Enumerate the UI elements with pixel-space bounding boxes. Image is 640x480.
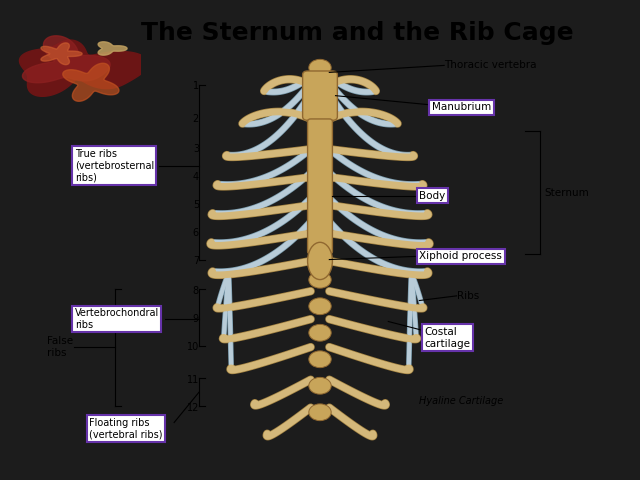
Text: 8: 8 bbox=[193, 286, 199, 296]
Ellipse shape bbox=[309, 139, 331, 156]
Text: 9: 9 bbox=[193, 314, 199, 324]
Ellipse shape bbox=[309, 86, 331, 103]
Text: Floating ribs
(vertebral ribs): Floating ribs (vertebral ribs) bbox=[89, 418, 163, 439]
Text: 6: 6 bbox=[193, 228, 199, 238]
Text: 1: 1 bbox=[193, 81, 199, 91]
Text: Ribs: Ribs bbox=[456, 291, 479, 301]
Text: Vertebrochondral
ribs: Vertebrochondral ribs bbox=[75, 308, 159, 330]
Text: 3: 3 bbox=[193, 144, 199, 154]
Ellipse shape bbox=[309, 245, 331, 262]
Text: Xiphoid process: Xiphoid process bbox=[419, 252, 502, 261]
Text: 2: 2 bbox=[193, 114, 199, 124]
Ellipse shape bbox=[309, 60, 331, 76]
Text: 10: 10 bbox=[187, 342, 199, 352]
Text: 7: 7 bbox=[193, 256, 199, 266]
Text: Hyaline Cartilage: Hyaline Cartilage bbox=[419, 396, 504, 406]
Text: 4: 4 bbox=[193, 172, 199, 182]
Text: Manubrium: Manubrium bbox=[432, 102, 491, 112]
Polygon shape bbox=[63, 63, 119, 101]
FancyBboxPatch shape bbox=[303, 71, 337, 120]
Ellipse shape bbox=[309, 404, 331, 420]
Text: Costal
cartilage: Costal cartilage bbox=[424, 327, 470, 348]
Polygon shape bbox=[41, 43, 82, 65]
Text: 12: 12 bbox=[187, 403, 199, 413]
Ellipse shape bbox=[309, 192, 331, 209]
Text: 5: 5 bbox=[193, 200, 199, 210]
Text: Body: Body bbox=[419, 191, 445, 201]
Ellipse shape bbox=[309, 166, 331, 182]
Text: Sternum: Sternum bbox=[545, 189, 589, 198]
Text: True ribs
(vertebrosternal
ribs): True ribs (vertebrosternal ribs) bbox=[75, 149, 154, 182]
Ellipse shape bbox=[309, 112, 331, 129]
Text: 11: 11 bbox=[187, 375, 199, 384]
FancyBboxPatch shape bbox=[308, 119, 332, 254]
Ellipse shape bbox=[309, 377, 331, 394]
Ellipse shape bbox=[309, 218, 331, 235]
Text: The Sternum and the Rib Cage: The Sternum and the Rib Cage bbox=[141, 21, 573, 45]
Text: Thoracic vertebra: Thoracic vertebra bbox=[444, 60, 537, 71]
Ellipse shape bbox=[309, 324, 331, 341]
Polygon shape bbox=[98, 42, 127, 55]
Ellipse shape bbox=[309, 271, 331, 288]
Polygon shape bbox=[22, 36, 110, 83]
Ellipse shape bbox=[309, 351, 331, 368]
Ellipse shape bbox=[308, 242, 332, 279]
Polygon shape bbox=[19, 40, 148, 96]
Ellipse shape bbox=[309, 298, 331, 314]
Text: False
ribs: False ribs bbox=[47, 336, 73, 358]
